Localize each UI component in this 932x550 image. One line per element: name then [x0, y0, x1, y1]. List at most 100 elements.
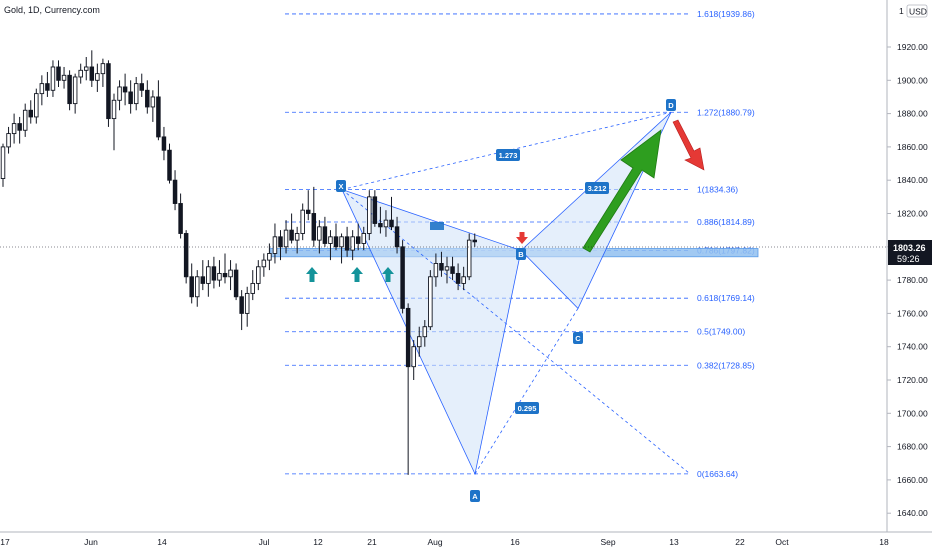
candle-body	[328, 236, 333, 244]
candle-body	[50, 66, 56, 91]
candle-body	[339, 236, 344, 248]
candle-body	[95, 73, 100, 81]
candle-body	[89, 66, 95, 81]
pattern-xb-extension-line[interactable]	[341, 189, 691, 475]
candle-body	[56, 66, 61, 81]
countdown-timer: 59:26	[897, 254, 920, 264]
price-tick-label: 1740.00	[897, 342, 928, 352]
fib-level-label: 1(1834.36)	[697, 185, 738, 195]
price-tick-label: 1760.00	[897, 308, 928, 318]
price-tick-label: 1860.00	[897, 142, 928, 152]
candle-body	[472, 239, 478, 243]
ratio-bd-label: 3.212	[588, 184, 607, 193]
time-axis[interactable]: 17 Jun 14 Jul 12 21 Aug 16 Sep 13 22 Oct 18	[0, 531, 932, 550]
price-tick-label: 1680.00	[897, 442, 928, 452]
time-tick-label: Sep	[600, 537, 615, 547]
fib-level-label: 0.382(1728.85)	[697, 360, 755, 370]
candle-body	[433, 263, 439, 278]
fib-level-label: 0.5(1749.00)	[697, 327, 745, 337]
fib-level-label: 1.618(1939.86)	[697, 9, 755, 19]
candle-body	[461, 276, 466, 284]
annotation-arrows[interactable]	[306, 119, 705, 282]
point-b-label: B	[518, 250, 524, 259]
time-tick-label: Oct	[775, 537, 789, 547]
time-tick-label: Jul	[259, 537, 270, 547]
candle-body	[122, 86, 128, 93]
teal-up-arrow[interactable]	[351, 267, 363, 282]
candle-body	[422, 326, 428, 338]
candle-body	[450, 266, 455, 274]
chart-title: Gold, 1D, Currency.com	[4, 5, 100, 15]
candle-body	[0, 146, 6, 179]
teal-up-arrow[interactable]	[306, 267, 318, 282]
candle-body	[228, 269, 233, 278]
fib-level-label: 0.618(1769.14)	[697, 293, 755, 303]
ratio-xd-label-box	[496, 149, 520, 161]
candle-body	[455, 272, 461, 284]
candle-body	[233, 269, 239, 298]
price-tick-label: 1640.00	[897, 508, 928, 518]
candle-body	[355, 236, 361, 244]
bullish-projection-arrow[interactable]	[582, 129, 662, 253]
candle-body	[300, 209, 305, 234]
pattern-ac-line[interactable]	[474, 308, 579, 475]
candle-body	[34, 93, 39, 118]
candle-body	[111, 99, 117, 120]
candle-body	[139, 83, 144, 91]
price-axis-top-label: 1	[899, 6, 904, 16]
candle-body	[61, 74, 67, 81]
candle-body	[439, 263, 444, 271]
candle-body	[250, 282, 255, 294]
price-tick-label: 1720.00	[897, 375, 928, 385]
price-tick-label: 1700.00	[897, 408, 928, 418]
currency-label: USD	[909, 7, 927, 17]
candle-body	[394, 226, 400, 248]
candle-body	[83, 66, 89, 71]
teal-up-arrow[interactable]	[382, 267, 394, 282]
price-tick-label: 1900.00	[897, 75, 928, 85]
candle-body	[67, 74, 72, 105]
candle-body	[172, 179, 178, 204]
candle-body	[200, 276, 206, 284]
candle-body	[145, 89, 150, 108]
candle-body	[400, 246, 405, 309]
candle-body	[178, 203, 183, 234]
candle-body	[239, 296, 244, 314]
time-tick-label: 22	[735, 537, 745, 547]
candle-body	[306, 209, 311, 214]
point-x-label-box	[336, 180, 346, 192]
price-tick-label: 1660.00	[897, 475, 928, 485]
time-axis-bg	[0, 532, 887, 550]
candles	[0, 50, 478, 475]
point-a-label-box	[470, 490, 480, 502]
candle-body	[322, 226, 328, 244]
red-down-arrow[interactable]	[516, 232, 528, 244]
time-tick-label: Aug	[427, 537, 442, 547]
time-tick-label: 17	[0, 537, 10, 547]
candle-body	[361, 233, 367, 244]
time-tick-label: 13	[669, 537, 679, 547]
candle-body	[28, 109, 34, 118]
point-c-label-box	[573, 332, 583, 344]
price-tick-label: 1840.00	[897, 175, 928, 185]
candle-body	[206, 266, 211, 284]
candle-body	[333, 236, 339, 248]
last-price-value: 1803.26	[893, 243, 926, 253]
candle-body	[283, 229, 289, 248]
bearish-reversal-arrow[interactable]	[672, 119, 705, 171]
point-c-label: C	[575, 334, 581, 343]
candle-body	[39, 83, 45, 95]
ratio-ac-label-box	[515, 402, 539, 414]
fib-level-label: 0.886(1814.89)	[697, 217, 755, 227]
candle-body	[367, 196, 372, 234]
candle-body	[22, 109, 28, 131]
price-axis[interactable]: 1920.00 1900.00 1880.00 1860.00 1840.00 1820.…	[886, 0, 932, 532]
candle-body	[317, 226, 322, 241]
candle-body	[466, 239, 472, 278]
candle-body	[389, 219, 394, 228]
candle-body	[72, 76, 78, 105]
candle-body	[194, 276, 200, 298]
candle-body	[272, 236, 278, 254]
candle-body	[428, 276, 433, 328]
ratio-bd-label-box	[585, 182, 609, 194]
